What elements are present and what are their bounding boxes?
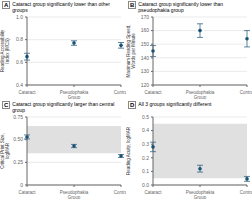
svg-text:Control: Control <box>114 90 126 95</box>
svg-text:160: 160 <box>141 27 150 33</box>
svg-text:0.6: 0.6 <box>16 59 23 65</box>
svg-text:0.25: 0.25 <box>13 159 23 165</box>
svg-text:130: 130 <box>141 68 150 74</box>
svg-text:0.0: 0.0 <box>142 181 149 187</box>
svg-text:Reading Acuity, logMAR: Reading Acuity, logMAR <box>126 126 131 175</box>
svg-text:0.5: 0.5 <box>142 114 149 120</box>
svg-text:150: 150 <box>141 41 150 47</box>
svg-text:0.2: 0.2 <box>142 154 149 160</box>
svg-text:Reading AccessibilityIndex (MC: Reading AccessibilityIndex (MCS) <box>8 29 10 72</box>
svg-text:0.1: 0.1 <box>142 168 149 174</box>
svg-text:Control: Control <box>240 90 244 95</box>
svg-text:Maximum Reading Speed,Words pe: Maximum Reading Speed,Words per Minute <box>126 24 136 77</box>
svg-text:Cataract: Cataract <box>144 90 162 95</box>
svg-text:0.3: 0.3 <box>142 140 149 146</box>
svg-text:0: 0 <box>20 181 23 187</box>
svg-text:0.4: 0.4 <box>142 127 149 133</box>
svg-text:Group: Group <box>194 195 207 199</box>
svg-text:1.0: 1.0 <box>16 14 23 20</box>
svg-text:140: 140 <box>141 55 150 61</box>
svg-text:170: 170 <box>141 14 150 20</box>
svg-text:Cataract: Cataract <box>144 190 162 195</box>
svg-text:0.50: 0.50 <box>13 136 23 142</box>
svg-text:Control: Control <box>114 190 126 195</box>
svg-text:Group: Group <box>194 95 207 99</box>
svg-text:Cataract: Cataract <box>18 190 36 195</box>
svg-text:0.8: 0.8 <box>16 36 23 42</box>
svg-text:Control: Control <box>240 190 244 195</box>
svg-text:Group: Group <box>68 195 81 199</box>
svg-text:Group: Group <box>68 95 81 99</box>
svg-text:120: 120 <box>141 82 150 88</box>
svg-text:Cataract: Cataract <box>18 90 36 95</box>
svg-text:0.75: 0.75 <box>13 114 23 120</box>
svg-text:Critical Print Size,logMAR: Critical Print Size,logMAR <box>8 133 10 169</box>
svg-text:0.4: 0.4 <box>16 82 23 88</box>
